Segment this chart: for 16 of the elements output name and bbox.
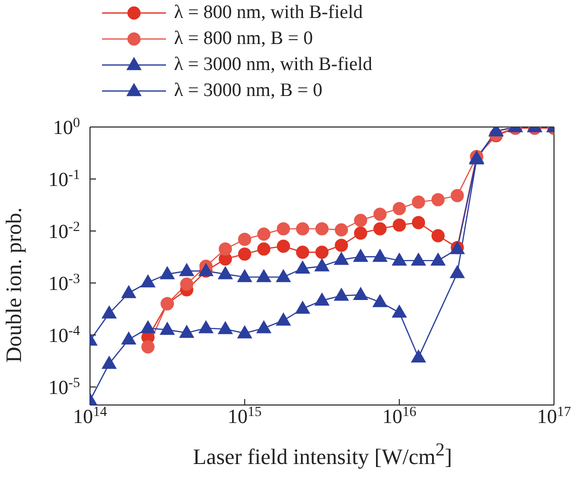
y-tick-label: 10$^{0}$ (53, 116, 80, 139)
legend-label: λ = 3000 nm, B = 0 (174, 80, 322, 102)
x-tick-label: 10$^{17}$ (537, 404, 571, 428)
y-tick-label: 10$^{-4}$ (48, 323, 80, 347)
x-tick-label: 10$^{14}$ (73, 404, 107, 428)
y-axis-title: Double ion. prob. (1, 207, 27, 363)
legend-label: λ = 800 nm, B = 0 (174, 28, 313, 50)
y-tick-label: 10$^{-3}$ (48, 271, 80, 295)
legend-label: λ = 800 nm, with B-field (174, 2, 363, 24)
x-tick-label: 10$^{15}$ (228, 404, 262, 428)
x-axis-title: Laser field intensity [W/cm$^{2}$] (192, 440, 452, 470)
y-tick-label: 10$^{-5}$ (48, 375, 80, 399)
x-tick-label: 10$^{16}$ (382, 404, 416, 428)
y-tick-label: 10$^{-2}$ (48, 219, 80, 243)
y-tick-label: 10$^{-1}$ (48, 167, 80, 191)
legend-label: λ = 3000 nm, with B-field (174, 54, 372, 76)
